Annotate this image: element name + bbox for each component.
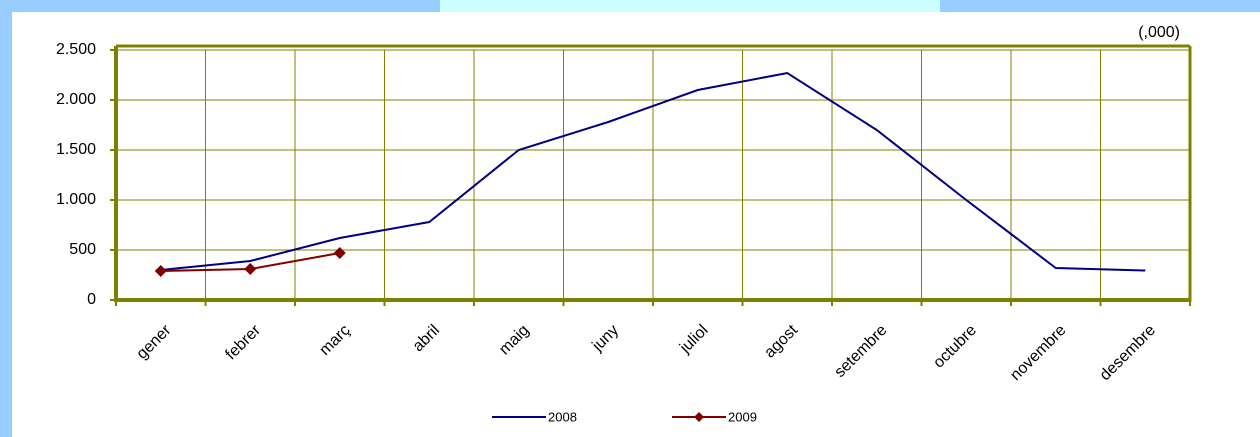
unit-label: (,000): [1138, 24, 1180, 41]
y-tick-label: 2.000: [56, 91, 96, 108]
marker: [154, 265, 167, 277]
top-strip: [440, 0, 940, 12]
y-tick-label: 0: [87, 291, 96, 308]
marker: [333, 247, 346, 259]
series-line: [160, 71, 1146, 272]
marker: [244, 263, 257, 275]
left-strip: [0, 0, 12, 437]
y-tick-label: 1.500: [56, 141, 96, 158]
y-tick-label: 1.000: [56, 191, 96, 208]
top-strip: [0, 0, 440, 12]
top-strip: [940, 0, 1260, 12]
legend-marker: [694, 412, 704, 422]
legend-label: 2009: [728, 409, 757, 424]
y-tick-label: 2.500: [56, 41, 96, 58]
y-tick-label: 500: [69, 241, 96, 258]
legend-label: 2008: [548, 409, 577, 424]
